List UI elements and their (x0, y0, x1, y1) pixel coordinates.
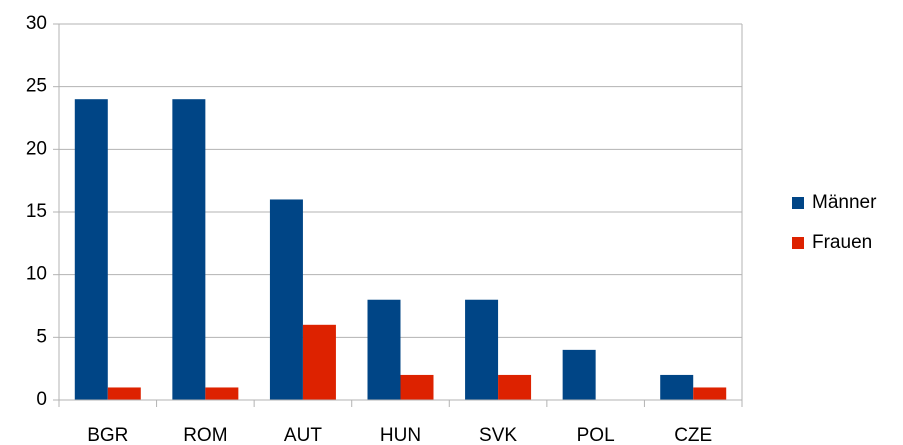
x-tick-label: AUT (284, 425, 322, 445)
x-tick-label: SVK (479, 425, 517, 445)
x-tick-label: ROM (183, 425, 227, 445)
bar (498, 374, 532, 400)
y-tick-label: 5 (36, 326, 47, 347)
bar (400, 374, 434, 400)
legend-swatch (792, 237, 804, 249)
bar (465, 299, 499, 400)
bar (205, 387, 239, 400)
y-tick-label: 10 (26, 264, 47, 285)
bar (367, 299, 401, 400)
bar (660, 374, 694, 400)
x-tick-label: POL (577, 425, 615, 445)
legend-swatch (792, 197, 804, 209)
bar (562, 349, 596, 400)
bar (302, 324, 336, 400)
y-tick-label: 0 (36, 389, 47, 410)
y-tick-label: 30 (26, 13, 47, 34)
bar (269, 199, 303, 400)
bar (107, 387, 141, 400)
x-tick-label: BGR (87, 425, 128, 445)
bar (74, 99, 108, 400)
bar (172, 99, 206, 400)
x-tick-label: CZE (674, 425, 712, 445)
bar (693, 387, 727, 400)
y-tick-label: 25 (26, 76, 47, 97)
y-tick-label: 20 (26, 138, 47, 159)
legend-label: Frauen (812, 232, 872, 253)
y-tick-label: 15 (26, 201, 47, 222)
x-tick-label: HUN (380, 425, 421, 445)
legend-label: Männer (812, 192, 877, 213)
